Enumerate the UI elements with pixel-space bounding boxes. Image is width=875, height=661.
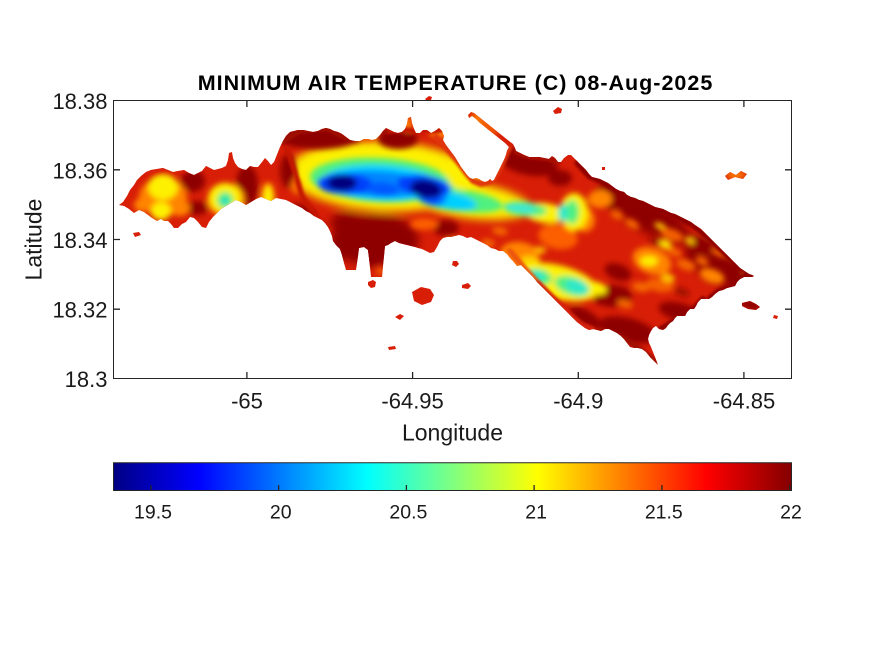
- svg-text:Longitude: Longitude: [402, 420, 503, 446]
- svg-text:-65: -65: [231, 389, 263, 414]
- svg-text:20: 20: [270, 501, 292, 523]
- svg-text:18.34: 18.34: [52, 228, 107, 253]
- svg-text:Latitude: Latitude: [21, 199, 47, 281]
- svg-text:22: 22: [780, 501, 802, 523]
- svg-text:18.32: 18.32: [52, 298, 107, 323]
- svg-text:18.36: 18.36: [52, 159, 107, 184]
- svg-text:-64.85: -64.85: [713, 389, 775, 414]
- svg-text:-64.95: -64.95: [381, 389, 443, 414]
- svg-text:21: 21: [525, 501, 547, 523]
- svg-text:18.38: 18.38: [52, 89, 107, 114]
- svg-text:21.5: 21.5: [645, 501, 683, 523]
- svg-text:18.3: 18.3: [65, 367, 108, 392]
- svg-text:19.5: 19.5: [134, 501, 172, 523]
- svg-text:MINIMUM AIR TEMPERATURE (C) 08: MINIMUM AIR TEMPERATURE (C) 08-Aug-2025: [198, 71, 714, 95]
- svg-text:20.5: 20.5: [389, 501, 427, 523]
- svg-text:-64.9: -64.9: [553, 389, 603, 414]
